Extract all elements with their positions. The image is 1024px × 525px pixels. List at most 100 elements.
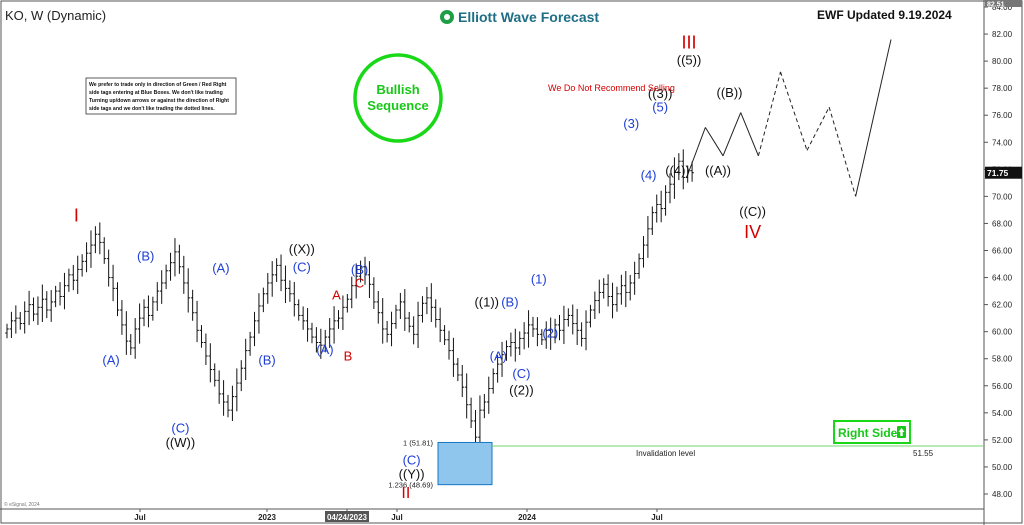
y-tick-label: 52.00 <box>992 436 1013 445</box>
wave-label: ((4)) <box>665 163 690 178</box>
ohlc-bar <box>394 304 398 329</box>
ohlc-bar <box>120 300 124 335</box>
ohlc-bar <box>314 327 319 353</box>
ohlc-bar <box>416 301 420 349</box>
fib-levels: 1 (51.81) 1.236 (48.69) Invalidation level… <box>388 438 984 490</box>
ohlc-bar <box>438 307 442 343</box>
ohlc-bar <box>279 254 283 292</box>
ohlc-bar <box>610 282 615 319</box>
ohlc-bar <box>354 263 358 299</box>
ohlc-bar <box>407 311 412 333</box>
wave-label: I <box>74 206 79 226</box>
ohlc-bar <box>159 270 164 304</box>
ohlc-bar <box>98 222 102 255</box>
ohlc-bar <box>677 153 681 181</box>
ohlc-bar <box>615 286 619 312</box>
ohlc-bar <box>376 291 381 324</box>
ohlc-bar <box>288 280 292 302</box>
ohlc-bar <box>283 265 288 304</box>
y-tick-label: 80.00 <box>992 57 1013 66</box>
fib-level-label: 1 (51.81) <box>403 438 434 447</box>
disclaimer-line-4: side tags and we don't like trading the … <box>89 106 215 112</box>
wave-label: (A) <box>316 342 333 357</box>
ohlc-bar <box>553 318 557 344</box>
wave-label: (2) <box>542 326 558 341</box>
ohlc-bar <box>513 328 518 362</box>
x-tick-label: 2023 <box>258 513 276 522</box>
ohlc-bar <box>274 258 279 282</box>
ohlc-bar <box>142 299 146 327</box>
ohlc-bar <box>380 298 385 344</box>
ohlc-bar <box>49 290 53 322</box>
wave-label: ((A)) <box>705 163 731 178</box>
y-tick-label: 70.00 <box>992 192 1013 201</box>
wave-label: (1) <box>531 271 547 286</box>
right-side-label: Right Side <box>838 426 898 440</box>
wave-path-segment <box>806 106 830 151</box>
disclaimer-line-3: Turning up/down arrows or against the di… <box>89 98 229 104</box>
ohlc-bar <box>442 325 447 345</box>
wave-label: ((X)) <box>289 242 315 257</box>
ohlc-bar <box>509 332 513 357</box>
ohlc-bar <box>398 292 403 320</box>
ohlc-bar <box>102 237 107 264</box>
fib-level-label: 1.236 (48.69) <box>388 481 433 490</box>
bullish-text-line-1: Bullish <box>376 82 419 97</box>
ohlc-bar <box>257 293 261 334</box>
wave-path-segment <box>855 39 892 197</box>
wave-label: (3) <box>623 116 639 131</box>
wave-label: ((2)) <box>509 382 534 397</box>
last-price-tag <box>985 166 1022 179</box>
ohlc-bar <box>71 264 76 291</box>
top-price-tag <box>985 0 1022 7</box>
ohlc-bar <box>18 311 23 330</box>
wave-label: ((1)) <box>474 294 499 309</box>
ohlc-bar <box>93 226 98 254</box>
y-tick-label: 84.00 <box>992 3 1013 12</box>
ohlc-bar <box>182 255 186 294</box>
wave-label: (B) <box>137 248 154 263</box>
ohlc-bar <box>195 300 199 343</box>
wave-label: ((C)) <box>739 204 766 219</box>
ohlc-bar <box>221 380 226 416</box>
ohlc-bar <box>341 295 345 330</box>
y-tick-label: 66.00 <box>992 247 1013 256</box>
ohlc-bar <box>336 310 341 329</box>
y-tick-label: 78.00 <box>992 84 1013 93</box>
x-tick-label: Jul <box>134 513 146 522</box>
brand-name: Elliott Wave Forecast <box>458 9 599 25</box>
invalidation-label: Invalidation level <box>636 449 695 458</box>
ohlc-bar <box>155 282 160 311</box>
ohlc-bar <box>672 157 677 199</box>
y-tick-label: 50.00 <box>992 463 1013 472</box>
ohlc-bar <box>270 261 274 297</box>
x-tick-label: Jul <box>391 513 403 522</box>
brand-logo: Elliott Wave Forecast <box>440 9 599 25</box>
disclaimer-note: We prefer to trade only in direction of … <box>85 77 237 115</box>
ohlc-bar <box>601 278 606 299</box>
ohlc-bar <box>301 306 305 330</box>
ohlc-bar <box>544 321 549 349</box>
wave-label: (C) <box>171 420 189 435</box>
ohlc-bar <box>566 308 571 327</box>
ohlc-bar <box>243 338 248 381</box>
last-price-label: 71.75 <box>987 168 1009 178</box>
ohlc-bar <box>593 291 597 320</box>
ohlc-bar <box>456 357 460 382</box>
ohlc-bar <box>624 270 628 308</box>
y-tick-label: 76.00 <box>992 111 1013 120</box>
disclaimer-line-2: side tags entering at Blue Boxes. We don… <box>89 90 223 96</box>
ohlc-bar <box>482 393 487 419</box>
ohlc-bar <box>535 317 540 347</box>
ohlc-bar <box>668 173 672 204</box>
ohlc-bar <box>411 316 416 345</box>
ohlc-bar <box>53 285 58 308</box>
wave-path-segment <box>780 71 808 151</box>
ohlc-bar <box>531 316 535 338</box>
ohlc-bar <box>146 295 151 328</box>
wave-label: (5) <box>652 100 668 115</box>
wave-label: (A) <box>490 349 507 364</box>
ohlc-bar <box>226 394 230 418</box>
ohlc-bar <box>212 363 217 387</box>
